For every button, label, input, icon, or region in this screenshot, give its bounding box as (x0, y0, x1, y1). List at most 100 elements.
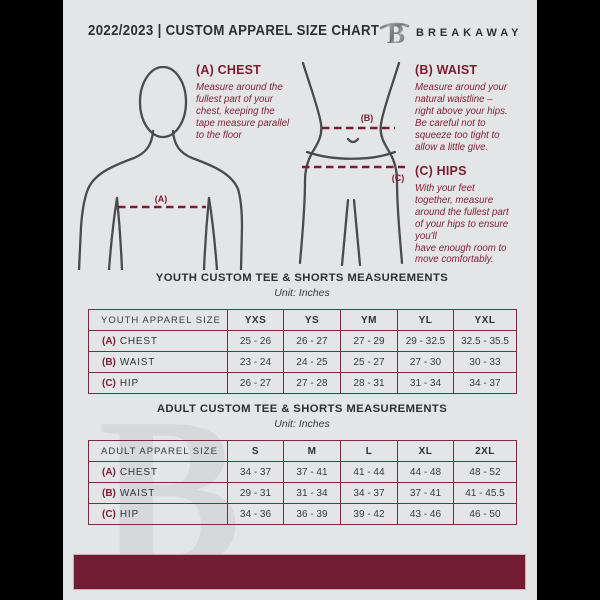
row-label: CHEST (119, 466, 158, 478)
measurement-cell: 26 - 27 (283, 330, 341, 352)
youth-section-title: YOUTH CUSTOM TEE & SHORTS MEASUREMENTS (155, 272, 449, 284)
row-key: (A) (102, 335, 116, 347)
measurement-cell: 34 - 37 (453, 372, 517, 394)
measurement-cell: 46 - 50 (453, 503, 517, 525)
row-key: (B) (102, 487, 116, 499)
measurement-cell: 23 - 24 (227, 351, 284, 373)
left-leg-inner-outline (340, 198, 350, 267)
head-outline (138, 65, 188, 139)
page-title: 2022/2023 | CUSTOM APPAREL SIZE CHART (88, 22, 380, 39)
navel-mark (346, 137, 360, 144)
measurement-cell: 37 - 41 (283, 461, 341, 483)
measurement-cell: 32.5 - 35.5 (453, 330, 517, 352)
table-row: (A) CHEST 34 - 37 37 - 41 41 - 44 44 - 48… (88, 461, 517, 483)
size-label: YL (397, 309, 454, 331)
row-label: HIP (119, 508, 139, 520)
youth-size-table: YOUTH APPAREL SIZE YXS YS YM YL YXL (A) C… (88, 309, 517, 394)
measurement-cell: 25 - 26 (227, 330, 284, 352)
measurement-label-cell: (B) WAIST (88, 482, 228, 504)
size-chart-page: B 2022/2023 | CUSTOM APPAREL SIZE CHART … (63, 0, 537, 600)
left-arm-inner-outline (107, 196, 119, 270)
measurement-cell: 27 - 29 (340, 330, 398, 352)
right-shoulder-arm-outline (171, 129, 244, 270)
upper-body-figure: (A) (77, 65, 244, 270)
lower-body-figure: (B) (C) (298, 61, 405, 267)
measurement-label-cell: (C) HIP (88, 372, 228, 394)
row-label: CHEST (119, 335, 158, 347)
measurement-cell: 27 - 30 (397, 351, 454, 373)
size-label: S (227, 440, 284, 462)
adult-section-unit: Unit: Inches (274, 418, 330, 430)
measurement-cell: 31 - 34 (397, 372, 454, 394)
chest-instruction-heading: (A) CHEST (196, 63, 261, 77)
measurement-cell: 34 - 36 (227, 503, 284, 525)
row-key: (C) (102, 508, 116, 520)
size-label: YM (340, 309, 398, 331)
size-column-header: YOUTH APPAREL SIZE (88, 309, 228, 331)
measurement-cell: 36 - 39 (283, 503, 341, 525)
right-arm-inner-outline (207, 196, 219, 270)
footer-accent-bar (73, 554, 526, 590)
table-row: (B) WAIST 29 - 31 31 - 34 34 - 37 37 - 41… (88, 482, 517, 504)
waist-instruction-text: Measure around your natural waistline – … (415, 82, 508, 153)
row-label: WAIST (119, 487, 156, 499)
adult-size-table: ADULT APPAREL SIZE S M L XL 2XL (A) CHEST… (88, 440, 517, 525)
size-column-header: ADULT APPAREL SIZE (88, 440, 228, 462)
waist-instruction-heading: (B) WAIST (415, 63, 478, 77)
measurement-cell: 41 - 45.5 (453, 482, 517, 504)
measurement-cell: 25 - 27 (340, 351, 398, 373)
table-header-row: ADULT APPAREL SIZE S M L XL 2XL (88, 440, 517, 462)
measurement-cell: 26 - 27 (227, 372, 284, 394)
size-label: 2XL (453, 440, 517, 462)
measurement-cell: 34 - 37 (227, 461, 284, 483)
size-label: L (340, 440, 398, 462)
measurement-cell: 24 - 25 (283, 351, 341, 373)
measurement-cell: 29 - 32.5 (397, 330, 454, 352)
breakaway-logo-icon: B (379, 19, 410, 49)
left-shoulder-arm-outline (77, 129, 155, 270)
waist-line-label: (B) (361, 113, 374, 123)
table-row: (B) WAIST 23 - 24 24 - 25 25 - 27 27 - 30… (88, 351, 517, 373)
table-row: (A) CHEST 25 - 26 26 - 27 27 - 29 29 - 32… (88, 330, 517, 352)
measurement-label-cell: (B) WAIST (88, 351, 228, 373)
left-torso-outline (115, 196, 124, 270)
hips-line-label: (C) (392, 173, 405, 183)
brand-lockup: B BREAKAWAY (379, 16, 523, 50)
size-label: YXL (453, 309, 517, 331)
table-row: (C) HIP 26 - 27 27 - 28 28 - 31 31 - 34 3… (88, 372, 517, 394)
measurement-cell: 43 - 46 (397, 503, 454, 525)
chest-line-label: (A) (155, 194, 168, 204)
hip-crease-line (305, 150, 397, 160)
measurement-cell: 44 - 48 (397, 461, 454, 483)
hips-instruction-heading: (C) HIPS (415, 164, 467, 178)
measurement-label-cell: (A) CHEST (88, 330, 228, 352)
row-label: HIP (119, 377, 139, 389)
measurement-cell: 31 - 34 (283, 482, 341, 504)
measurement-cell: 28 - 31 (340, 372, 398, 394)
row-label: WAIST (119, 356, 156, 368)
logo-letter: B (387, 19, 405, 49)
row-key: (A) (102, 466, 116, 478)
adult-section-title: ADULT CUSTOM TEE & SHORTS MEASUREMENTS (156, 403, 448, 415)
row-key: (B) (102, 356, 116, 368)
size-label: XL (397, 440, 454, 462)
size-label: YS (283, 309, 341, 331)
measurement-cell: 34 - 37 (340, 482, 398, 504)
size-label: M (283, 440, 341, 462)
table-header-row: YOUTH APPAREL SIZE YXS YS YM YL YXL (88, 309, 517, 331)
right-torso-outline (202, 196, 211, 270)
measurement-cell: 29 - 31 (227, 482, 284, 504)
brand-name: BREAKAWAY (416, 27, 523, 39)
measurement-cell: 41 - 44 (340, 461, 398, 483)
measurement-cell: 37 - 41 (397, 482, 454, 504)
right-hip-leg-outline (379, 61, 404, 265)
size-label: YXS (227, 309, 284, 331)
row-key: (C) (102, 377, 116, 389)
measurement-cell: 30 - 33 (453, 351, 517, 373)
measurement-cell: 48 - 52 (453, 461, 517, 483)
youth-section-unit: Unit: Inches (274, 287, 330, 299)
measurement-cell: 27 - 28 (283, 372, 341, 394)
right-leg-inner-outline (352, 198, 362, 267)
logo-swoosh (379, 22, 410, 30)
hips-instruction-text: With your feet together, measure around … (415, 183, 509, 266)
